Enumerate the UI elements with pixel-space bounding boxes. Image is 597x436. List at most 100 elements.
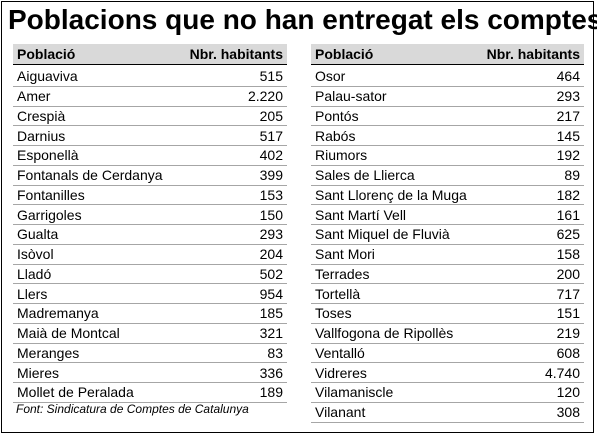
row-value: 151 [556, 305, 580, 322]
table-row: Pontós 217 [311, 107, 584, 127]
left-table: Població Nbr. habitants Aiguaviva 515 Amer… [13, 44, 287, 403]
table-row: Esponellà 402 [13, 146, 287, 166]
row-name: Madremanya [17, 305, 99, 322]
row-name: Fontanals de Cerdanya [17, 167, 163, 184]
row-value: 182 [556, 186, 580, 203]
row-name: Ventalló [315, 344, 365, 361]
table-row: Meranges 83 [13, 344, 287, 364]
row-name: Toses [315, 305, 352, 322]
table-row: Lladó 502 [13, 265, 287, 285]
row-value: 192 [556, 147, 580, 164]
row-name: Tortellà [315, 285, 361, 302]
row-name: Sant Llorenç de la Muga [315, 186, 467, 203]
row-value: 321 [259, 325, 283, 342]
table-header: Població Nbr. habitants [311, 44, 584, 65]
row-name: Osor [315, 68, 346, 85]
right-rows: Osor 464 Palau-sator 293 Pontós 217 Rabós 145 Ri… [311, 67, 584, 423]
table-header: Població Nbr. habitants [13, 44, 287, 65]
row-name: Esponellà [17, 147, 79, 164]
row-name: Sant Mori [315, 246, 375, 263]
table-row: Crespià 205 [13, 107, 287, 127]
row-name: Mieres [17, 364, 60, 381]
left-rows: Aiguaviva 515 Amer 2.220 Crespià 205 Darnius 51… [13, 67, 287, 403]
table-row: Sant Martí Vell 161 [311, 205, 584, 225]
row-name: Vilanant [315, 404, 366, 421]
table-row: Vilamaniscle 120 [311, 383, 584, 403]
table-row: Terrades 200 [311, 265, 584, 285]
table-row: Darnius 517 [13, 126, 287, 146]
row-name: Mollet de Peralada [17, 384, 134, 401]
table-row: Toses 151 [311, 304, 584, 324]
row-value: 145 [556, 127, 580, 144]
table-row: Mieres 336 [13, 363, 287, 383]
row-value: 204 [259, 246, 283, 263]
table-row: Tortellà 717 [311, 284, 584, 304]
row-value: 83 [267, 344, 283, 361]
table-row: Maià de Montcal 321 [13, 324, 287, 344]
table-row: Aiguaviva 515 [13, 67, 287, 87]
table-row: Fontanilles 153 [13, 186, 287, 206]
row-value: 515 [259, 68, 283, 85]
row-value: 219 [556, 325, 580, 342]
row-value: 608 [556, 344, 580, 361]
row-value: 4.740 [544, 364, 580, 381]
row-name: Garrigoles [17, 206, 82, 223]
row-value: 954 [259, 285, 283, 302]
row-value: 502 [259, 265, 283, 282]
table-row: Vilanant 308 [311, 403, 584, 423]
row-name: Sant Martí Vell [315, 206, 407, 223]
row-value: 2.220 [247, 88, 283, 105]
table-row: Madremanya 185 [13, 304, 287, 324]
header-habitants: Nbr. habitants [189, 46, 283, 62]
row-value: 153 [259, 186, 283, 203]
row-value: 120 [556, 384, 580, 401]
table-row: Gualta 293 [13, 225, 287, 245]
header-poblacio: Població [315, 46, 374, 62]
row-value: 293 [259, 226, 283, 243]
table-row: Osor 464 [311, 67, 584, 87]
table-row: Palau-sator 293 [311, 87, 584, 107]
row-value: 399 [259, 167, 283, 184]
row-name: Fontanilles [17, 186, 85, 203]
table-row: Rabós 145 [311, 126, 584, 146]
row-value: 293 [556, 88, 580, 105]
table-row: Sales de Llierca 89 [311, 166, 584, 186]
table-row: Llers 954 [13, 284, 287, 304]
row-value: 625 [556, 226, 580, 243]
table-row: Sant Llorenç de la Muga 182 [311, 186, 584, 206]
table-row: Amer 2.220 [13, 87, 287, 107]
table-row: Mollet de Peralada 189 [13, 383, 287, 403]
row-name: Maià de Montcal [17, 325, 120, 342]
table-row: Vallfogona de Ripollès 219 [311, 324, 584, 344]
row-name: Riumors [315, 147, 368, 164]
row-value: 336 [259, 364, 283, 381]
row-value: 464 [556, 68, 580, 85]
table-row: Sant Mori 158 [311, 245, 584, 265]
table-row: Ventalló 608 [311, 344, 584, 364]
row-name: Vilamaniscle [315, 384, 394, 401]
row-name: Amer [17, 88, 51, 105]
row-name: Sales de Llierca [315, 167, 415, 184]
row-name: Gualta [17, 226, 59, 243]
table-row: Garrigoles 150 [13, 205, 287, 225]
table-row: Fontanals de Cerdanya 399 [13, 166, 287, 186]
header-poblacio: Població [17, 46, 76, 62]
row-value: 200 [556, 265, 580, 282]
row-value: 402 [259, 147, 283, 164]
table-row: Riumors 192 [311, 146, 584, 166]
row-value: 189 [259, 384, 283, 401]
row-value: 308 [556, 404, 580, 421]
row-name: Lladó [17, 265, 52, 282]
page-title: Poblacions que no han entregat els compt… [8, 4, 597, 35]
row-name: Palau-sator [315, 88, 387, 105]
row-name: Pontós [315, 107, 359, 124]
header-habitants: Nbr. habitants [486, 46, 580, 62]
row-value: 158 [556, 246, 580, 263]
right-table: Població Nbr. habitants Osor 464 Palau-sat… [311, 44, 584, 423]
row-value: 517 [259, 127, 283, 144]
row-value: 717 [556, 285, 580, 302]
row-name: Meranges [17, 344, 80, 361]
row-value: 185 [259, 305, 283, 322]
row-value: 205 [259, 107, 283, 124]
